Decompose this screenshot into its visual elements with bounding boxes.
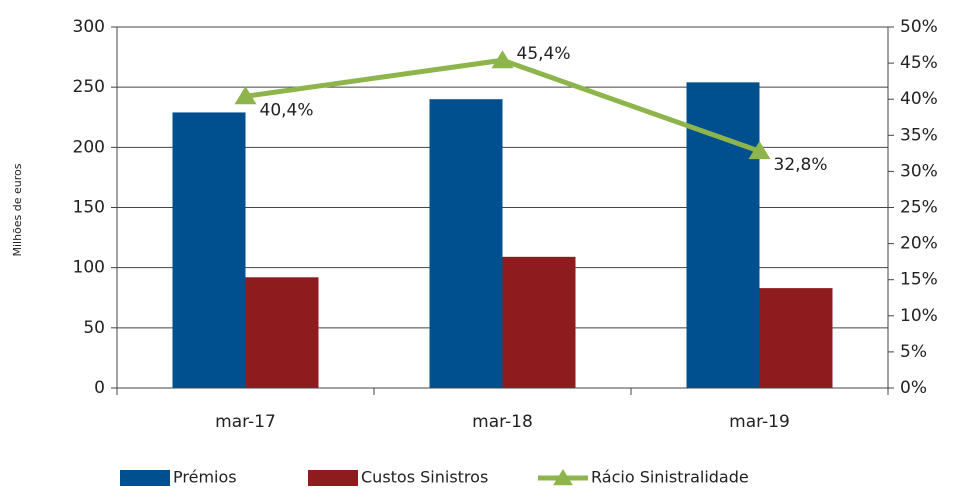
bar [429, 99, 503, 388]
y-tick-label: 0 [94, 378, 105, 398]
y2-tick-label: 25% [900, 198, 938, 218]
data-label: 40,4% [260, 100, 314, 120]
y2-tick-label: 5% [900, 342, 927, 362]
x-tick-label: mar-19 [729, 412, 790, 432]
y2-tick-label: 20% [900, 234, 938, 254]
legend-swatch [120, 470, 170, 486]
y-tick-label: 250 [73, 77, 105, 97]
y2-tick-label: 15% [900, 270, 938, 290]
y2-tick-label: 30% [900, 161, 938, 181]
x-tick-label: mar-18 [472, 412, 533, 432]
bar [172, 112, 246, 388]
line-marker [748, 141, 771, 160]
legend-swatch [308, 470, 358, 486]
y2-tick-label: 35% [900, 125, 938, 145]
legend-label: Rácio Sinistralidade [591, 468, 749, 487]
y-axis-label: Milhões de euros [11, 163, 24, 256]
data-label: 45,4% [517, 44, 571, 64]
y-tick-label: 300 [73, 17, 105, 37]
line-marker [491, 50, 514, 69]
legend-swatch [553, 469, 573, 486]
y2-tick-label: 50% [900, 17, 938, 37]
bar [759, 288, 833, 388]
y2-tick-label: 45% [900, 53, 938, 73]
legend-label: Prémios [173, 468, 237, 487]
y2-tick-label: 0% [900, 378, 927, 398]
y-tick-label: 200 [73, 137, 105, 157]
y2-tick-label: 40% [900, 89, 938, 109]
y2-tick-label: 10% [900, 306, 938, 326]
y-tick-label: 50 [83, 318, 105, 338]
data-label: 32,8% [774, 155, 828, 175]
bar [245, 277, 319, 388]
bar [502, 256, 576, 388]
y-tick-label: 100 [73, 258, 105, 278]
x-tick-label: mar-17 [215, 412, 276, 432]
y-tick-label: 150 [73, 198, 105, 218]
legend-label: Custos Sinistros [361, 468, 488, 487]
bar [686, 82, 760, 388]
line-marker [234, 86, 257, 105]
